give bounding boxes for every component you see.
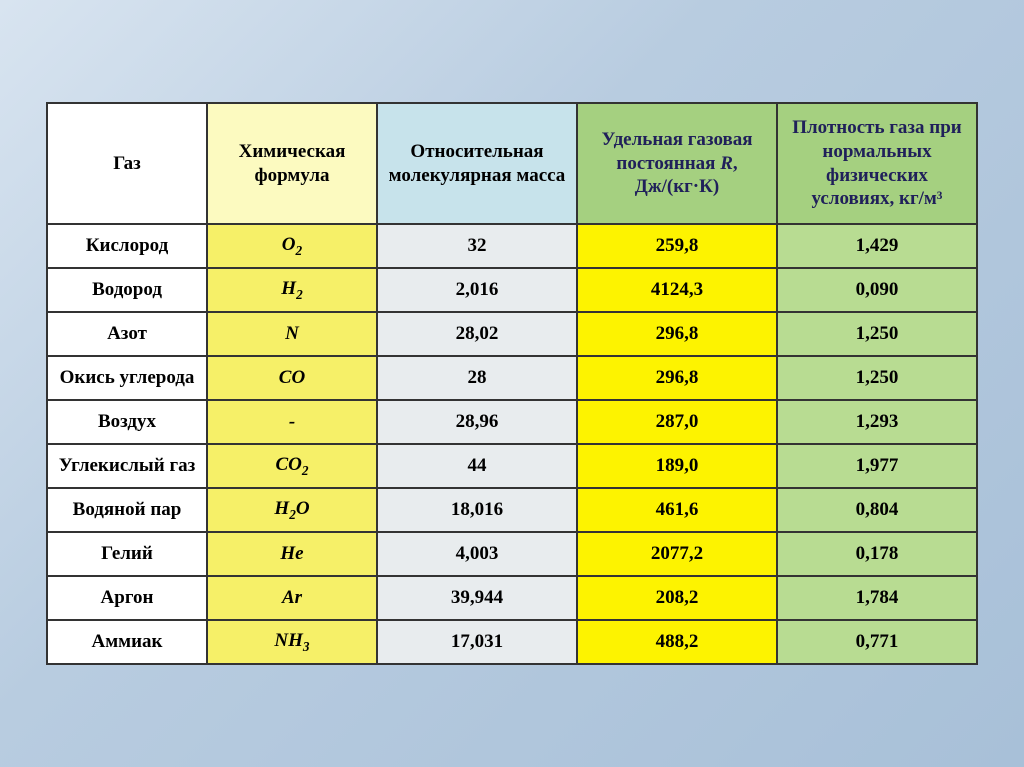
- cell-formula: H2: [207, 268, 377, 312]
- cell-molecular-mass: 28,02: [377, 312, 577, 356]
- cell-gas-constant: 208,2: [577, 576, 777, 620]
- cell-gas-constant: 4124,3: [577, 268, 777, 312]
- header-gasconst-R: R: [720, 153, 733, 174]
- cell-gas-constant: 488,2: [577, 620, 777, 664]
- table-row: ВодородH22,0164124,30,090: [47, 268, 977, 312]
- table-row: Окись углеродаCO28296,81,250: [47, 356, 977, 400]
- cell-density: 0,771: [777, 620, 977, 664]
- cell-density: 1,293: [777, 400, 977, 444]
- cell-molecular-mass: 2,016: [377, 268, 577, 312]
- cell-formula: CO: [207, 356, 377, 400]
- cell-molecular-mass: 4,003: [377, 532, 577, 576]
- cell-gas-name: Водяной пар: [47, 488, 207, 532]
- table-row: Водяной парH2O18,016461,60,804: [47, 488, 977, 532]
- cell-density: 0,090: [777, 268, 977, 312]
- header-gas: Газ: [47, 103, 207, 224]
- cell-molecular-mass: 28: [377, 356, 577, 400]
- cell-gas-name: Азот: [47, 312, 207, 356]
- table-header-row: Газ Химическая формула Относительная мол…: [47, 103, 977, 224]
- table-row: Воздух-28,96287,01,293: [47, 400, 977, 444]
- cell-density: 1,784: [777, 576, 977, 620]
- cell-gas-constant: 287,0: [577, 400, 777, 444]
- cell-gas-constant: 461,6: [577, 488, 777, 532]
- cell-formula: Ar: [207, 576, 377, 620]
- cell-gas-constant: 2077,2: [577, 532, 777, 576]
- cell-molecular-mass: 18,016: [377, 488, 577, 532]
- cell-gas-name: Аргон: [47, 576, 207, 620]
- cell-molecular-mass: 32: [377, 224, 577, 268]
- gas-properties-table-container: Газ Химическая формула Относительная мол…: [36, 84, 988, 683]
- cell-formula: H2O: [207, 488, 377, 532]
- cell-density: 1,250: [777, 312, 977, 356]
- table-row: Углекислый газCO244189,01,977: [47, 444, 977, 488]
- cell-gas-name: Углекислый газ: [47, 444, 207, 488]
- gas-properties-table: Газ Химическая формула Относительная мол…: [46, 102, 978, 665]
- cell-formula: NH3: [207, 620, 377, 664]
- cell-gas-constant: 296,8: [577, 312, 777, 356]
- cell-density: 1,429: [777, 224, 977, 268]
- cell-molecular-mass: 17,031: [377, 620, 577, 664]
- cell-gas-name: Водород: [47, 268, 207, 312]
- header-mass: Относительная молекулярная масса: [377, 103, 577, 224]
- cell-density: 1,977: [777, 444, 977, 488]
- cell-formula: N: [207, 312, 377, 356]
- header-gasconst: Удельная газовая постоянная R, Дж/(кг·К): [577, 103, 777, 224]
- header-formula: Химическая формула: [207, 103, 377, 224]
- cell-density: 1,250: [777, 356, 977, 400]
- cell-gas-name: Аммиак: [47, 620, 207, 664]
- cell-molecular-mass: 28,96: [377, 400, 577, 444]
- cell-gas-name: Гелий: [47, 532, 207, 576]
- cell-density: 0,804: [777, 488, 977, 532]
- table-body: КислородO232259,81,429ВодородH22,0164124…: [47, 224, 977, 664]
- cell-gas-constant: 259,8: [577, 224, 777, 268]
- cell-gas-name: Кислород: [47, 224, 207, 268]
- cell-formula: CO2: [207, 444, 377, 488]
- table-row: АммиакNH317,031488,20,771: [47, 620, 977, 664]
- table-row: АргонAr39,944208,21,784: [47, 576, 977, 620]
- cell-molecular-mass: 39,944: [377, 576, 577, 620]
- cell-density: 0,178: [777, 532, 977, 576]
- header-density: Плотность газа при нормальных физических…: [777, 103, 977, 224]
- cell-gas-constant: 296,8: [577, 356, 777, 400]
- cell-formula: He: [207, 532, 377, 576]
- cell-molecular-mass: 44: [377, 444, 577, 488]
- cell-formula: O2: [207, 224, 377, 268]
- table-row: АзотN28,02296,81,250: [47, 312, 977, 356]
- cell-gas-name: Воздух: [47, 400, 207, 444]
- cell-gas-name: Окись углерода: [47, 356, 207, 400]
- cell-formula: -: [207, 400, 377, 444]
- cell-gas-constant: 189,0: [577, 444, 777, 488]
- table-row: ГелийHe4,0032077,20,178: [47, 532, 977, 576]
- table-row: КислородO232259,81,429: [47, 224, 977, 268]
